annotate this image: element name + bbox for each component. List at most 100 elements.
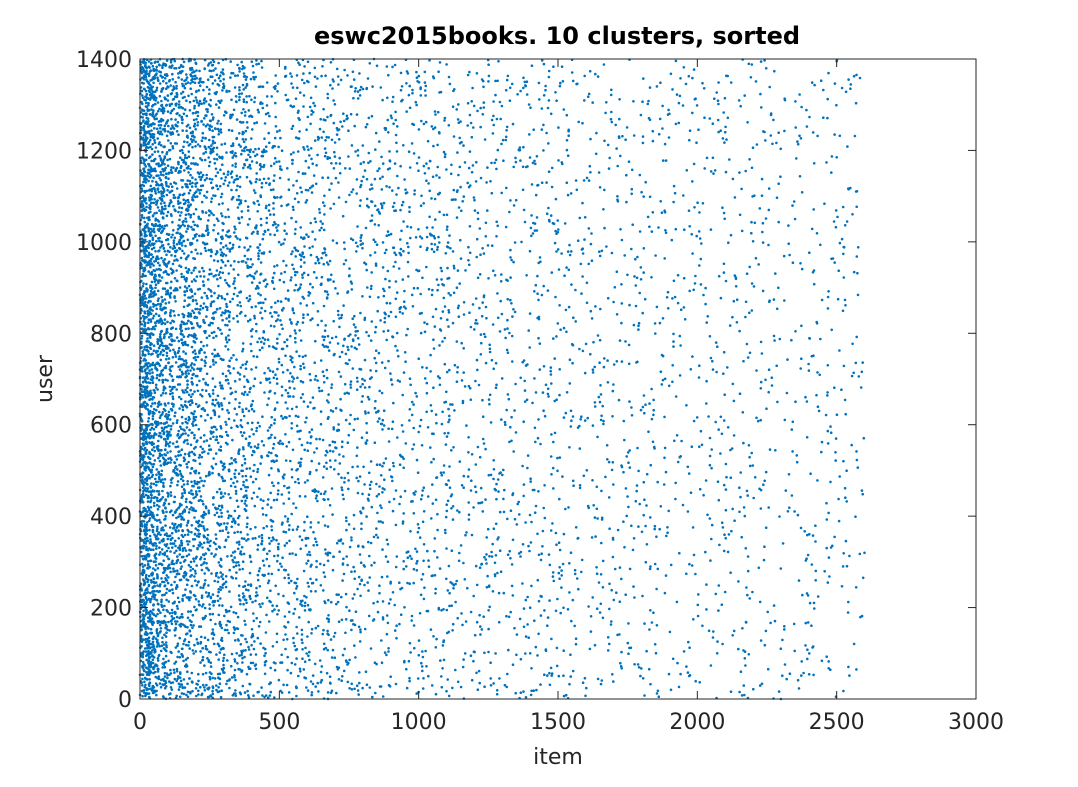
data-point [157,400,161,404]
data-point [205,683,208,687]
data-point [151,417,155,421]
data-point [246,393,249,397]
data-point [214,398,218,402]
data-point [215,684,218,687]
data-point [190,450,194,454]
data-point [182,145,185,149]
data-point [227,411,230,415]
data-point [183,156,187,159]
data-point [164,453,167,457]
data-point [177,210,180,214]
data-point [196,143,200,146]
data-point [146,174,149,177]
data-point [173,196,177,199]
data-point [189,74,193,77]
data-point [170,185,174,188]
data-point [245,478,248,482]
data-point [156,638,159,642]
data-point [168,612,172,615]
data-point [200,635,203,639]
data-point [164,204,167,208]
data-point [146,288,149,292]
data-point [175,142,179,145]
data-point [192,237,195,240]
data-point [202,101,206,105]
data-point [140,645,143,648]
data-point [147,620,150,623]
data-point [159,358,163,362]
data-point [224,234,228,237]
data-point [148,239,151,243]
data-point [151,661,155,665]
data-point [140,67,144,70]
data-point [241,592,245,595]
data-point [163,604,166,608]
data-point [143,310,146,314]
data-point [177,454,180,457]
data-point [215,153,219,156]
data-point [211,82,215,85]
data-point [164,392,168,395]
data-point [144,513,147,516]
data-point [230,456,233,460]
data-point [164,626,167,630]
data-point [158,546,161,549]
data-point [162,158,166,161]
data-point [208,603,211,606]
data-point [185,438,189,442]
data-point [237,449,241,453]
data-point [241,434,244,438]
data-point [228,89,231,93]
data-point [143,177,146,181]
data-point [236,425,239,429]
data-point [146,616,150,619]
data-point [157,184,161,187]
data-point [156,299,160,303]
data-point [217,99,220,103]
data-point [228,590,231,593]
data-point [148,490,152,493]
data-point [213,411,217,415]
data-point [241,342,245,345]
data-point [206,687,209,690]
data-point [247,583,250,587]
data-point [145,348,149,352]
data-point [156,667,160,670]
data-point [146,385,149,388]
data-point [146,521,149,524]
data-point [204,211,208,214]
data-point [225,89,228,93]
data-point [221,229,225,232]
data-point [203,194,206,198]
data-point [180,496,184,500]
data-point [165,73,168,76]
data-point [161,378,164,382]
data-point [193,575,196,578]
data-point [181,492,184,495]
data-point [198,453,202,457]
data-point [187,191,191,195]
data-point [165,122,168,125]
data-point [162,246,165,250]
data-point [153,68,156,71]
data-point [244,138,248,141]
data-point [160,256,163,260]
data-point [169,389,172,393]
data-point [245,467,248,471]
data-point [235,571,238,574]
data-point [166,676,169,680]
data-point [245,672,249,676]
data-point [178,114,181,117]
data-point [277,314,280,317]
data-point [260,340,263,344]
data-point [144,197,147,200]
data-point [248,435,251,438]
data-point [146,598,149,602]
data-point [172,562,176,566]
data-point [257,535,261,538]
data-point [241,64,245,68]
data-point [227,128,231,132]
data-point [221,586,224,589]
data-point [171,98,175,101]
